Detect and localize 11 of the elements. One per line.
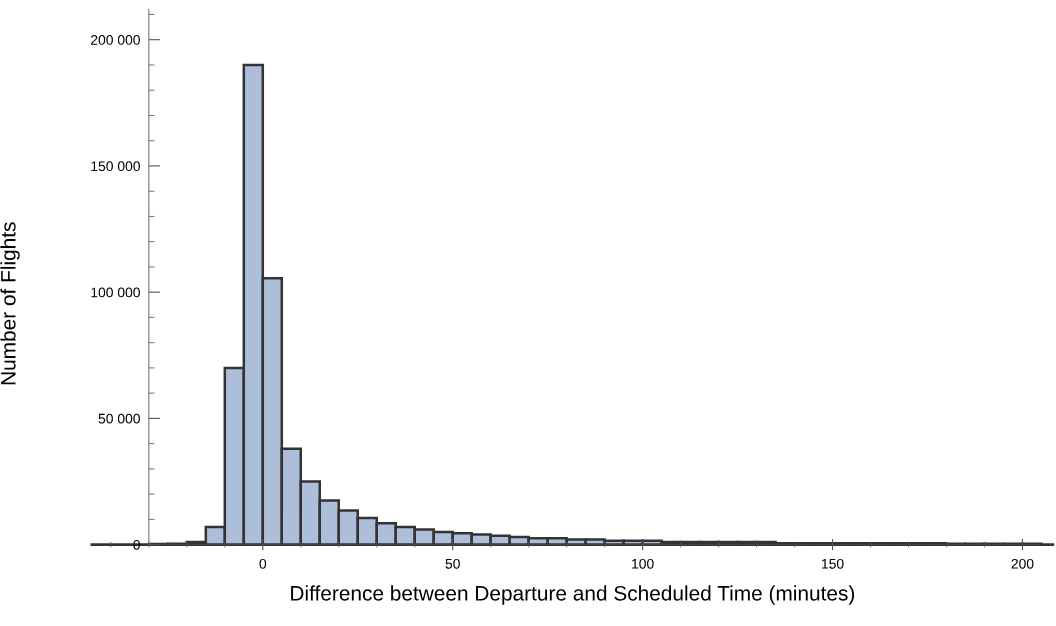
x-tick-label: 200 (1011, 558, 1034, 569)
x-tick-label: 150 (822, 558, 844, 569)
x-tick-label: 50 (445, 558, 460, 569)
y-tick-label: 100 000 (91, 287, 140, 298)
y-tick-label: 150 000 (91, 161, 140, 172)
y-axis-title: Number of Flights (0, 222, 20, 385)
x-axis-title: Difference between Departure and Scheduled Time (minutes) (291, 585, 855, 605)
y-tick-label: 50 000 (98, 413, 140, 424)
x-tick-label: 100 (632, 558, 654, 569)
y-tick-label: 200 000 (91, 35, 140, 45)
x-tick-label: 0 (259, 558, 267, 569)
